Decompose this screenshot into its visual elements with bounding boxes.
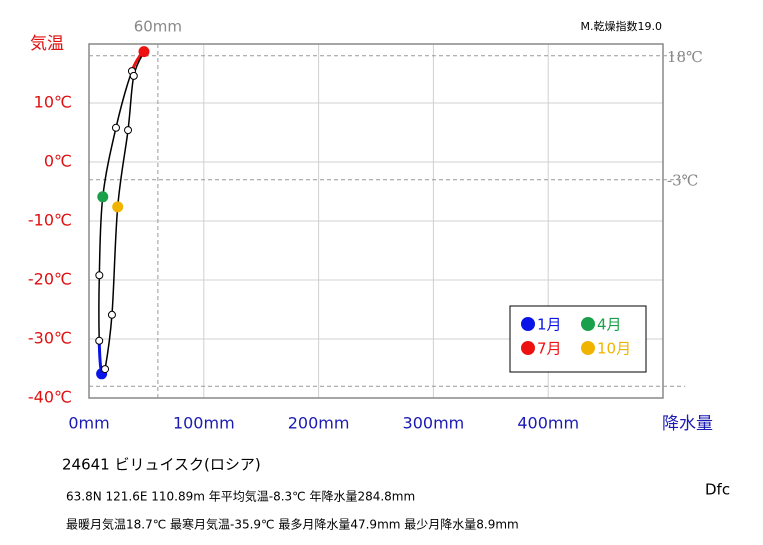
month-point	[97, 191, 109, 203]
x-tick-label: 400mm	[517, 414, 579, 433]
month-point	[95, 271, 104, 280]
climate-curve	[102, 127, 117, 197]
month-point	[112, 201, 124, 213]
month-point	[95, 336, 104, 345]
legend-marker	[581, 317, 595, 331]
station-name: 24641 ビリュイスク(ロシア)	[62, 456, 261, 474]
legend-label: 4月	[597, 316, 622, 334]
month-point	[111, 123, 120, 132]
month-point	[129, 71, 138, 80]
climate-curve	[111, 206, 119, 315]
y-tick-label: 0℃	[44, 152, 72, 171]
climate-curve	[98, 196, 104, 276]
x-tick-label: 200mm	[288, 414, 350, 433]
y-tick-label: -40℃	[28, 388, 72, 407]
month-point	[101, 365, 110, 374]
climate-curve	[116, 130, 129, 207]
legend-label: 10月	[597, 340, 631, 358]
legend-marker	[521, 317, 535, 331]
legend-box	[509, 305, 647, 373]
reference-label: 18℃	[667, 48, 703, 66]
y-tick-label: -20℃	[28, 270, 72, 289]
y-tick-label: -30℃	[28, 329, 72, 348]
dryness-index: M.乾燥指数19.0	[581, 19, 662, 33]
plot-border	[88, 43, 664, 399]
month-point	[124, 126, 133, 135]
y-tick-label: 10℃	[34, 93, 72, 112]
legend-marker	[521, 341, 535, 355]
x-tick-label: 100mm	[173, 414, 235, 433]
legend-label: 1月	[537, 316, 562, 334]
x-tick-label: 300mm	[403, 414, 465, 433]
y-axis-label: 気温	[30, 34, 64, 54]
legend-marker	[581, 341, 595, 355]
x-tick-label: 0mm	[68, 414, 109, 433]
month-point	[138, 46, 150, 58]
reference-label: 60mm	[134, 18, 182, 36]
month-point	[107, 310, 116, 319]
legend-label: 7月	[537, 340, 562, 358]
x-axis-label: 降水量	[662, 414, 713, 434]
info-line: 最暖月気温18.7℃ 最寒月気温-35.9℃ 最多月降水量47.9mm 最少月降…	[66, 517, 519, 532]
climate-class: Dfc	[705, 481, 730, 499]
y-tick-label: -10℃	[28, 211, 72, 230]
info-line: 63.8N 121.6E 110.89m 年平均気温-8.3℃ 年降水量284.…	[66, 489, 415, 504]
reference-label: -3℃	[667, 172, 698, 190]
